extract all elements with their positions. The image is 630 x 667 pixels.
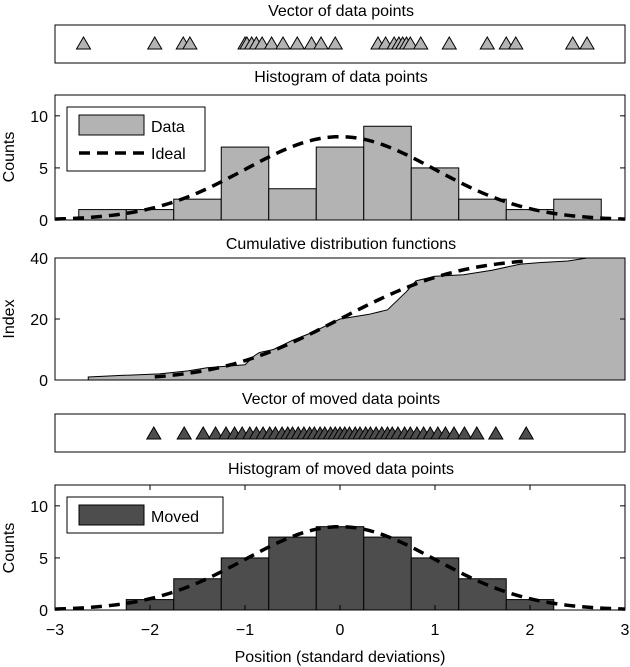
xtick-label-0: −3 bbox=[46, 622, 64, 639]
panel5-xlabel: Position (standard deviations) bbox=[235, 649, 446, 666]
panel3-ylabel: Index bbox=[1, 299, 18, 338]
hist-bar-8 bbox=[458, 198, 507, 221]
hist-ytick-label-1: 5 bbox=[39, 161, 48, 178]
xtick-label-4: 1 bbox=[431, 622, 440, 639]
moved-hist-ytick-label-0: 0 bbox=[39, 603, 48, 620]
cdf-ytick-label-1: 20 bbox=[30, 312, 48, 329]
xtick-label-3: 0 bbox=[336, 622, 345, 639]
data-point-9 bbox=[263, 36, 280, 50]
data-point-3 bbox=[182, 36, 198, 50]
data-point-27 bbox=[564, 36, 581, 50]
data-point-12 bbox=[303, 36, 320, 50]
panel-vector-moved: Vector of moved data points bbox=[54, 391, 626, 453]
data-point-8 bbox=[254, 36, 270, 50]
data-point-13 bbox=[313, 36, 329, 50]
hist-bar-10 bbox=[553, 198, 602, 221]
data-point-1 bbox=[146, 36, 163, 50]
data-point-0 bbox=[75, 36, 92, 50]
data-point-11 bbox=[289, 36, 306, 50]
legend-label-data: Data bbox=[151, 119, 185, 136]
legend-label-ideal: Ideal bbox=[151, 146, 186, 163]
hist-bar-7 bbox=[410, 167, 460, 221]
moved-point-0 bbox=[145, 426, 162, 440]
xtick-label-2: −1 bbox=[236, 622, 254, 639]
moved-point-43 bbox=[456, 426, 473, 440]
panel2-y-ticks: 0 5 10 bbox=[30, 109, 625, 230]
panel-vector-data: Vector of data points bbox=[54, 3, 626, 64]
moved-hist-bar-5 bbox=[363, 536, 412, 611]
cdf-ytick-label-0: 0 bbox=[39, 373, 48, 390]
panel2-legend: Data Ideal bbox=[66, 106, 206, 172]
hist-ytick-label-2: 10 bbox=[30, 109, 48, 126]
legend-label-moved: Moved bbox=[151, 509, 199, 526]
moved-point-1 bbox=[176, 426, 193, 440]
moved-hist-bar-6 bbox=[410, 557, 460, 611]
panel5-legend: Moved bbox=[66, 496, 224, 534]
hist-bar-5 bbox=[315, 146, 365, 221]
panel3-title: Cumulative distribution functions bbox=[226, 236, 456, 253]
hist-bar-2 bbox=[173, 198, 222, 221]
moved-point-42 bbox=[446, 426, 462, 440]
data-point-14 bbox=[327, 36, 344, 50]
xtick-label-5: 2 bbox=[526, 622, 535, 639]
data-point-23 bbox=[441, 36, 458, 50]
hist-ytick-label-0: 0 bbox=[39, 213, 48, 230]
xtick-label-6: 3 bbox=[621, 622, 630, 639]
legend-swatch-moved bbox=[78, 504, 145, 526]
panel5-title: Histogram of moved data points bbox=[228, 461, 454, 478]
panel3-data-area bbox=[87, 257, 626, 381]
panel-histogram-data: Histogram of data points 0 5 10 Counts Dat… bbox=[1, 69, 626, 230]
panel5-ideal-curve bbox=[54, 524, 626, 611]
panel1-marks bbox=[75, 36, 595, 50]
moved-point-3 bbox=[207, 426, 224, 440]
cdf-ytick-label-2: 40 bbox=[30, 251, 48, 268]
panel1-frame bbox=[54, 24, 626, 64]
moved-hist-ytick-label-1: 5 bbox=[39, 551, 48, 568]
data-point-22 bbox=[412, 36, 429, 50]
moved-point-45 bbox=[487, 426, 504, 440]
data-point-21 bbox=[402, 36, 419, 50]
panel3-ideal-curve bbox=[154, 259, 526, 379]
moved-hist-bar-3 bbox=[268, 536, 317, 611]
panel4-title: Vector of moved data points bbox=[242, 391, 440, 408]
panel5-ylabel: Counts bbox=[1, 523, 18, 574]
data-point-26 bbox=[507, 36, 524, 50]
moved-hist-bar-2 bbox=[220, 557, 270, 611]
moved-point-2 bbox=[195, 426, 212, 440]
panel2-ideal-curve bbox=[54, 134, 626, 221]
panel-cdf: Cumulative distribution functions 02040 … bbox=[1, 236, 626, 390]
moved-hist-bar-4 bbox=[315, 526, 365, 611]
panel5-y-ticks: 0 5 10 bbox=[30, 499, 625, 620]
panel2-title: Histogram of data points bbox=[254, 69, 427, 86]
hist-bar-4 bbox=[268, 188, 317, 221]
panel4-marks bbox=[145, 426, 535, 440]
xtick-label-1: −2 bbox=[141, 622, 159, 639]
panel3-y-ticks: 0 20 40 bbox=[30, 251, 625, 390]
moved-hist-ytick-label-2: 10 bbox=[30, 499, 48, 516]
panel2-bars bbox=[78, 125, 602, 221]
hist-bar-9 bbox=[505, 209, 555, 221]
panel1-title: Vector of data points bbox=[268, 3, 414, 20]
panel2-ylabel: Counts bbox=[1, 132, 18, 183]
data-point-28 bbox=[579, 36, 595, 50]
data-point-25 bbox=[498, 36, 515, 50]
data-point-24 bbox=[479, 36, 496, 50]
data-point-10 bbox=[275, 36, 291, 50]
legend-swatch-data bbox=[78, 114, 145, 136]
panel5-x-ticks: −3 −2 −1 0 1 2 3 bbox=[46, 485, 630, 639]
moved-point-46 bbox=[518, 426, 535, 440]
hist-bar-3 bbox=[220, 146, 270, 221]
moved-point-44 bbox=[468, 426, 485, 440]
